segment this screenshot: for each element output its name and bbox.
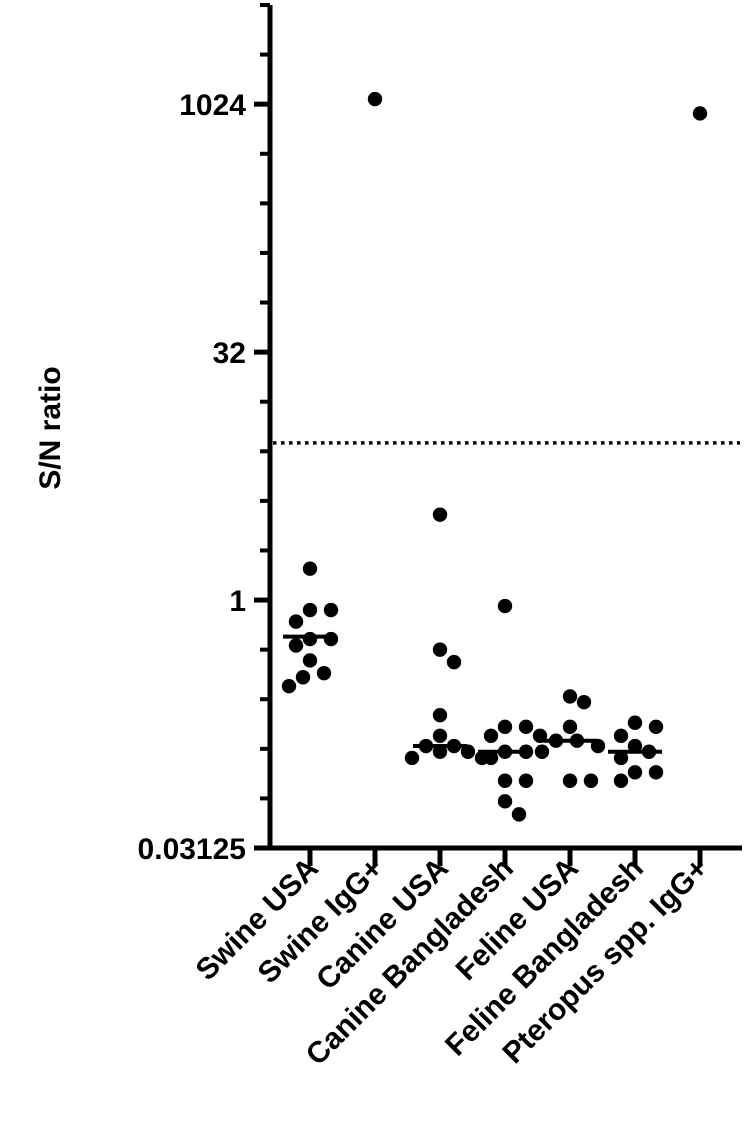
data-point bbox=[446, 654, 462, 670]
y-tick-label: 32 bbox=[213, 337, 246, 370]
data-point bbox=[518, 719, 534, 735]
data-point bbox=[648, 719, 664, 735]
y-tick-label: 1 bbox=[229, 585, 246, 618]
data-point bbox=[432, 507, 448, 522]
data-point bbox=[627, 765, 643, 780]
data-point bbox=[613, 750, 629, 766]
data-point bbox=[692, 106, 708, 121]
data-point bbox=[323, 631, 339, 647]
data-point bbox=[562, 719, 578, 735]
data-point bbox=[404, 750, 420, 766]
data-point bbox=[562, 773, 578, 788]
data-point bbox=[576, 694, 592, 710]
data-point bbox=[367, 91, 383, 107]
data-point bbox=[302, 631, 318, 647]
data-points bbox=[281, 91, 708, 822]
data-point bbox=[627, 715, 643, 730]
data-point bbox=[497, 773, 513, 788]
data-point bbox=[613, 773, 629, 788]
data-point bbox=[432, 707, 448, 723]
data-point bbox=[562, 689, 578, 704]
y-tick-label: 1024 bbox=[179, 89, 246, 122]
data-point bbox=[432, 744, 448, 759]
data-point bbox=[497, 598, 513, 614]
data-point bbox=[613, 728, 629, 743]
data-point bbox=[534, 744, 550, 759]
data-point bbox=[302, 602, 318, 618]
y-axis-title: S/N ratio bbox=[34, 366, 67, 489]
data-point bbox=[497, 719, 513, 735]
data-point bbox=[648, 765, 664, 780]
y-tick-label: 0.03125 bbox=[138, 833, 246, 866]
data-point bbox=[627, 738, 643, 754]
data-point bbox=[288, 638, 304, 653]
data-point bbox=[323, 602, 339, 618]
y-axis: 0.03125 1 32 1024 bbox=[138, 3, 273, 866]
data-point bbox=[460, 744, 476, 759]
data-point bbox=[483, 728, 499, 743]
data-point bbox=[295, 670, 311, 685]
data-point bbox=[518, 773, 534, 788]
data-point bbox=[583, 773, 599, 788]
data-point bbox=[302, 561, 318, 576]
data-point bbox=[302, 653, 318, 668]
data-point bbox=[432, 728, 448, 743]
data-point bbox=[497, 794, 513, 809]
data-point bbox=[288, 614, 304, 629]
data-point bbox=[281, 678, 297, 694]
data-point bbox=[511, 807, 527, 822]
median-lines bbox=[283, 634, 662, 754]
data-point bbox=[432, 642, 448, 657]
x-axis bbox=[267, 845, 742, 866]
data-point bbox=[483, 750, 499, 766]
data-point bbox=[316, 665, 332, 681]
